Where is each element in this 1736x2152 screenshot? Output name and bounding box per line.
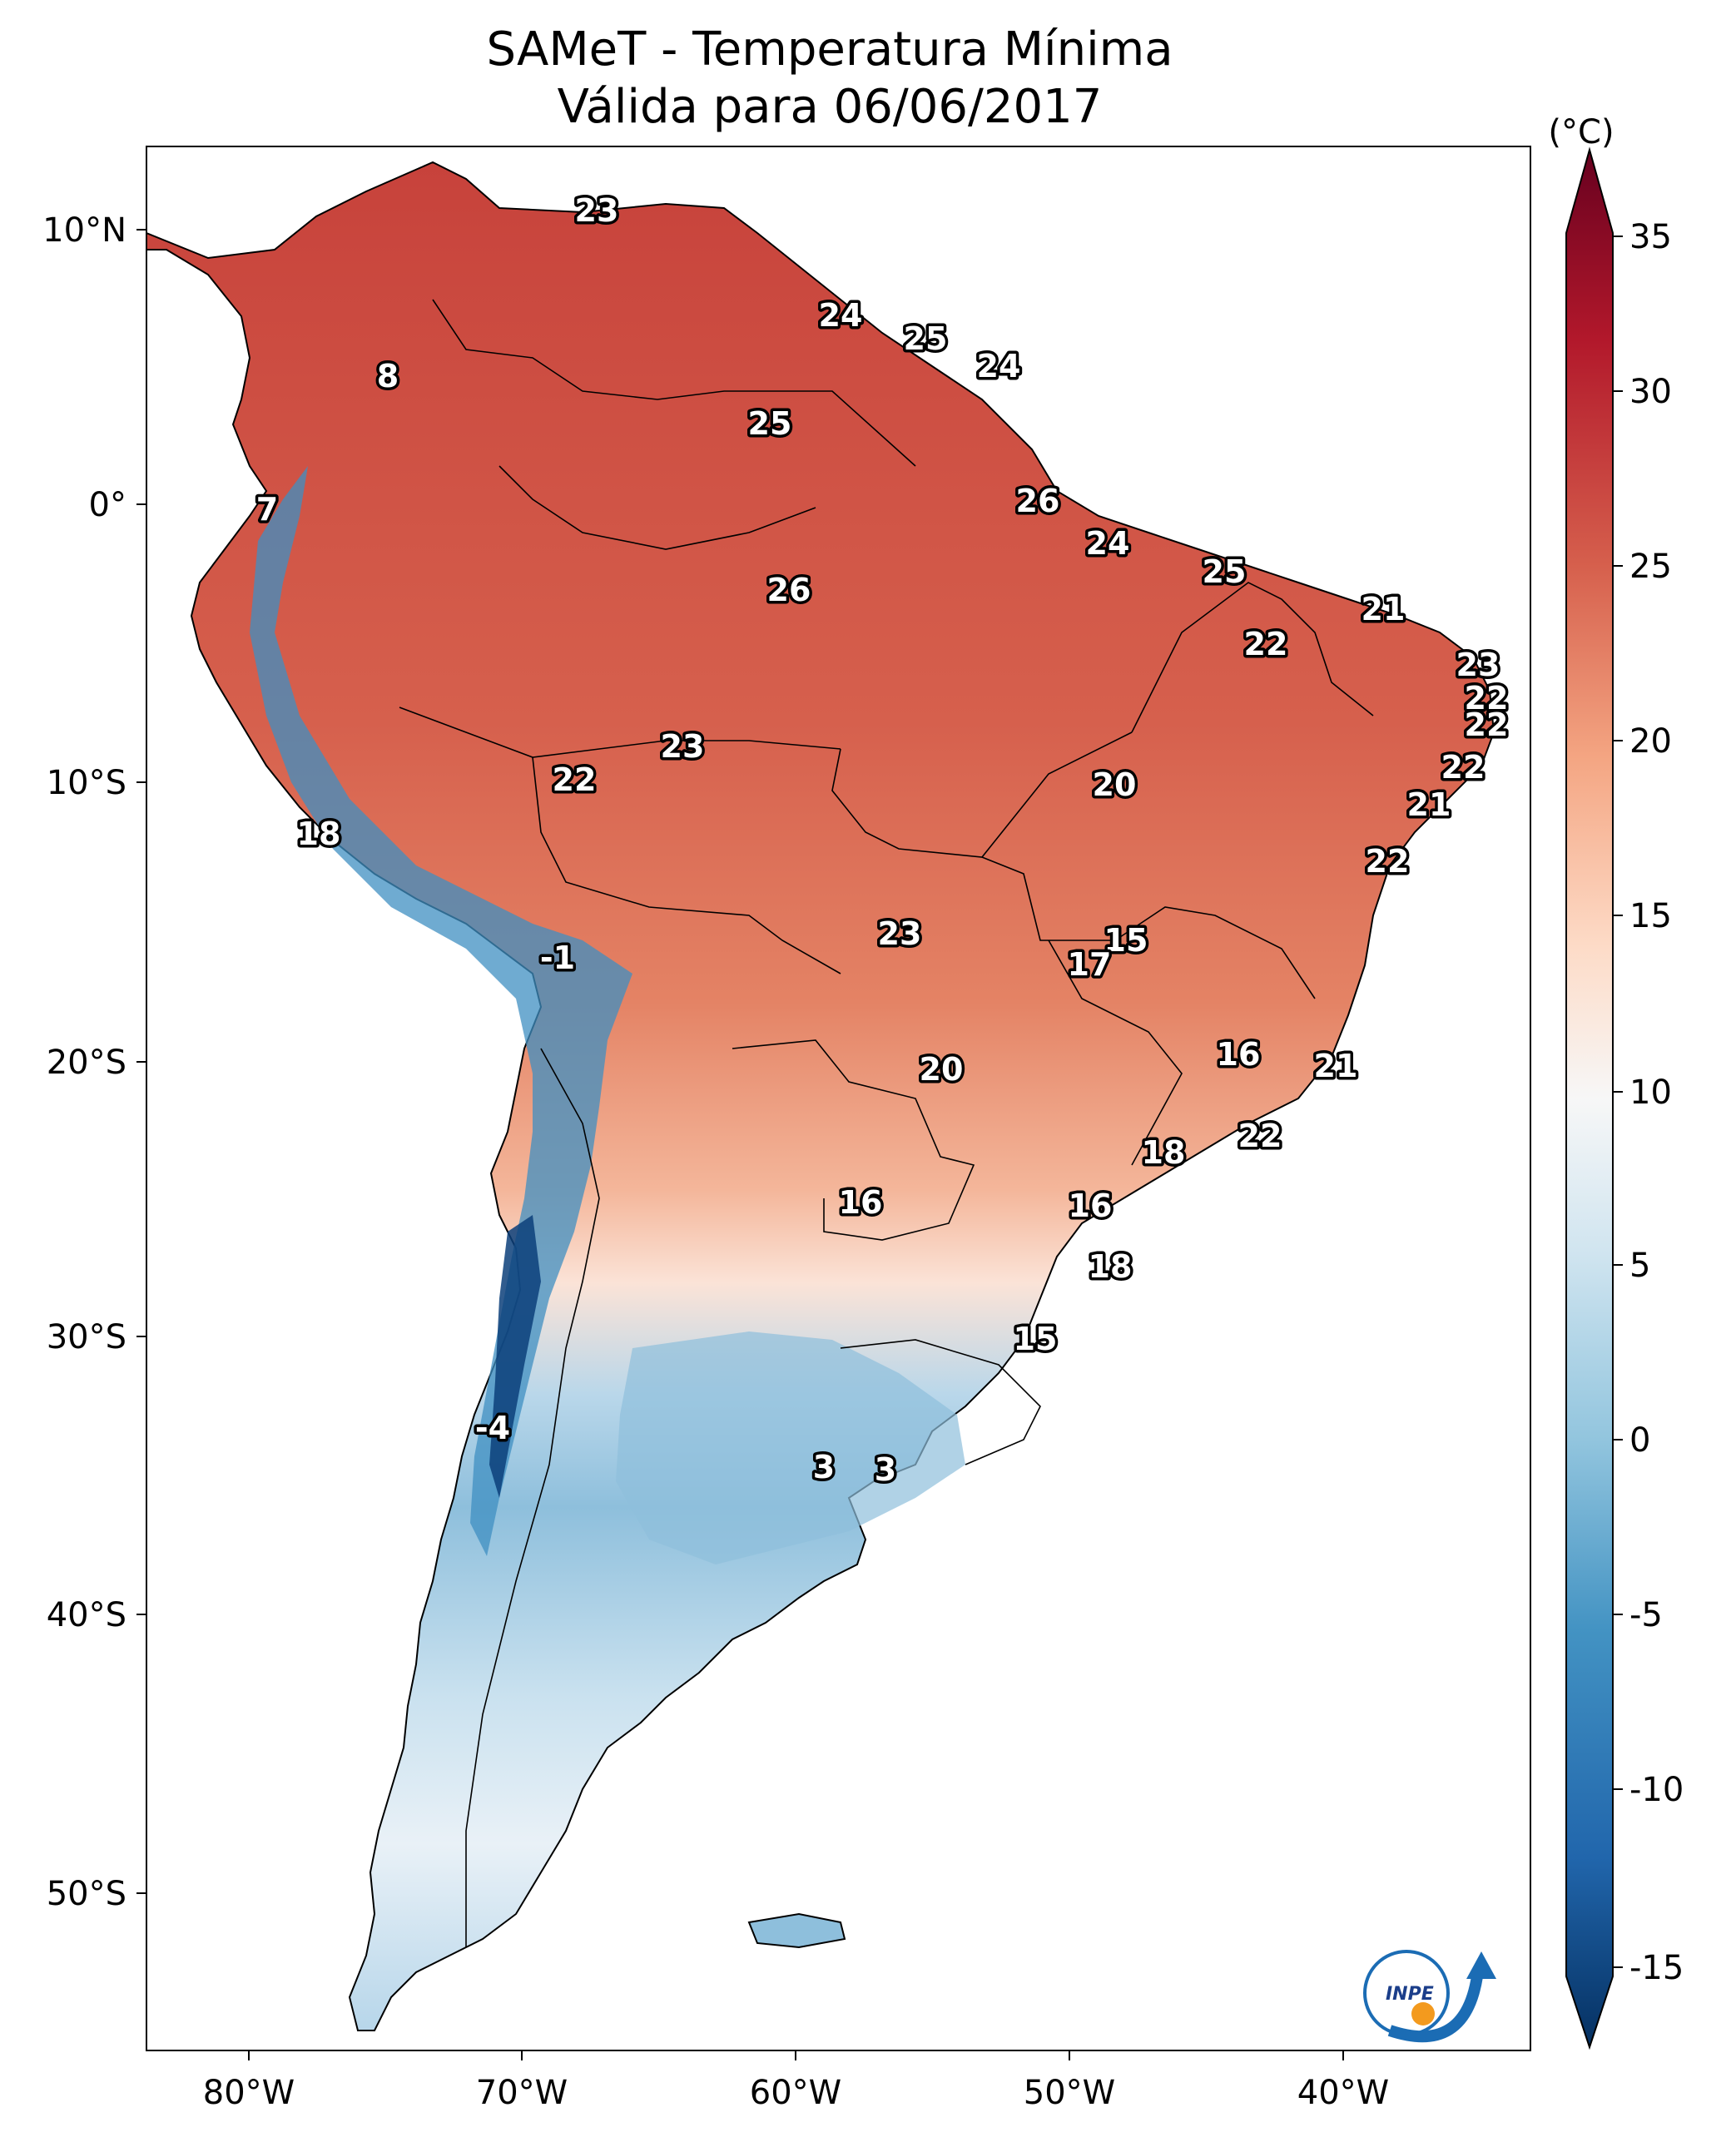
point-value: 22 [1244,626,1288,662]
lat-tick-label: 50°S [47,1875,126,1913]
point-value: 23 [575,192,619,229]
point-value: 18 [1089,1248,1133,1285]
point-value: 22 [1465,707,1509,743]
point-value: 15 [1014,1321,1058,1357]
logo-sun-icon [1411,2002,1435,2026]
country-borders [399,299,1374,1947]
point-value: 22 [1366,843,1410,880]
point-value: 16 [1069,1188,1113,1224]
lat-tick-label: 30°S [47,1318,126,1356]
point-value: 25 [1203,553,1247,590]
map-subtitle: Válida para 06/06/2017 [558,80,1103,134]
map-title: SAMeT - Temperatura Mínima [486,22,1173,77]
inpe-logo: INPE [1363,1950,1496,2043]
point-value: 23 [661,728,705,765]
point-value: 16 [1217,1036,1261,1073]
longitude-axis: 80°W 70°W 60°W 50°W 40°W [203,2050,1389,2112]
latitude-axis: 10°N 0° 10°S 20°S 30°S 40°S 50°S [42,211,146,1913]
point-value: 23 [1456,647,1500,683]
point-value: 3 [813,1449,835,1485]
point-value: 21 [1407,786,1451,823]
point-value: 25 [904,320,948,357]
falklands-island [747,1912,846,1949]
lat-tick-label: 10°N [42,211,126,250]
lon-tick-label: 50°W [1024,2074,1115,2112]
point-value: 22 [1238,1118,1282,1154]
lon-tick-label: 40°W [1297,2074,1389,2112]
colorbar-tick-label: 15 [1629,897,1672,935]
colorbar-bar [1565,146,1614,2050]
point-value: 22 [1465,680,1509,717]
point-value: 8 [377,358,399,394]
point-value: 26 [767,572,811,608]
point-value: 20 [920,1051,964,1088]
logo-text: INPE [1386,1984,1434,2005]
point-value: 24 [977,348,1021,384]
point-value: 26 [1016,483,1060,519]
lon-tick-label: 70°W [476,2074,568,2112]
colorbar-tick-label: 5 [1629,1247,1650,1285]
logo-arrow-icon [1387,1975,1483,2043]
colorbar-tick-label: 25 [1629,548,1672,586]
point-value: 17 [1068,946,1112,983]
point-value: 7 [256,491,278,528]
point-value: 18 [297,816,341,852]
colorbar-tick-label: -10 [1629,1771,1684,1809]
colorbar-unit: (°C) [1548,113,1614,151]
colorbar-tick-label: -15 [1629,1949,1684,1987]
point-value: 24 [819,297,863,334]
point-value: 15 [1104,922,1148,959]
point-value: 22 [553,761,597,798]
colorbar-tick-label: 0 [1629,1421,1650,1460]
lon-tick-label: 80°W [203,2074,295,2112]
point-value: 16 [839,1184,883,1221]
point-value-labels: 23 8 7 24 25 24 25 26 26 24 25 21 22 23 … [253,190,1511,1491]
colorbar-tick-label: 20 [1629,722,1672,761]
lat-tick-label: 0° [89,486,126,524]
point-value: 21 [1362,591,1406,627]
south-america-map: 23 8 7 24 25 24 25 26 26 24 25 21 22 23 … [146,161,1511,2043]
pampas-cool-area [616,1331,965,1564]
point-value: 22 [1441,749,1486,786]
andes-coldest-core [489,1215,541,1498]
point-value: -1 [540,940,575,976]
point-value: 23 [878,915,922,952]
point-value: 25 [748,405,792,442]
colorbar-tick-label: 30 [1629,373,1672,411]
colorbar-tick-label: 10 [1629,1074,1672,1112]
colorbar-tick-label: 35 [1629,218,1672,256]
point-value: 24 [1086,525,1130,562]
lat-tick-label: 20°S [47,1044,126,1082]
point-value: 3 [875,1451,896,1488]
lat-tick-label: 40°S [47,1596,126,1634]
colorbar: (°C) 35 30 25 20 15 10 5 0 -5 -10 -15 [1548,113,1684,2050]
point-value: 21 [1314,1048,1358,1084]
point-value: 20 [1093,766,1137,803]
point-value: -4 [475,1410,510,1446]
lon-tick-label: 60°W [750,2074,841,2112]
colorbar-tick-label: -5 [1629,1596,1663,1634]
point-value: 18 [1142,1134,1186,1171]
lat-tick-label: 10°S [47,764,126,802]
